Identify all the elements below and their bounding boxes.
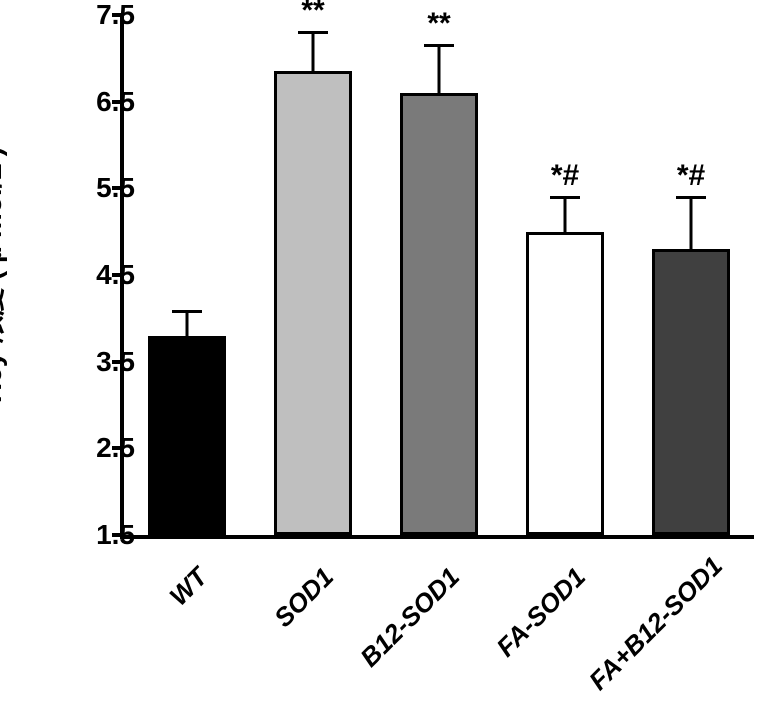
y-tick-label: 4.5 (75, 259, 135, 291)
error-bar (186, 311, 189, 335)
plot-area: *****#*# (120, 15, 754, 539)
significance-label: *# (677, 159, 705, 193)
significance-label: ** (427, 7, 450, 41)
error-bar (312, 32, 315, 71)
error-bar (438, 45, 441, 93)
error-cap (676, 196, 706, 199)
chart-container: Hcy 浓度 ( μ mol/L ) ** ** *# *# 1.5 2.5 3.5 4.5… (0, 0, 783, 712)
x-tick-label: WT (79, 562, 214, 697)
error-cap (298, 31, 328, 34)
y-tick-label: 2.5 (75, 432, 135, 464)
significance-label: ** (301, 0, 324, 28)
bar (148, 336, 226, 535)
error-cap (424, 44, 454, 47)
bar (526, 232, 604, 535)
x-tick-label: B12-SOD1 (331, 562, 466, 697)
significance-label: *# (551, 159, 579, 193)
error-bar (690, 197, 693, 249)
x-tick-label: SOD1 (205, 562, 340, 697)
error-bar (564, 197, 567, 232)
error-cap (172, 310, 202, 313)
y-tick-label: 1.5 (75, 519, 135, 551)
y-tick-label: 7.5 (75, 0, 135, 31)
error-cap (550, 196, 580, 199)
bar (652, 249, 730, 535)
y-axis-label: Hcy 浓度 ( μ mol/L ) (0, 147, 10, 403)
x-tick-label: FA+B12-SOD1 (583, 562, 718, 697)
x-tick-label: FA-SOD1 (457, 562, 592, 697)
bar (400, 93, 478, 535)
y-tick-label: 5.5 (75, 172, 135, 204)
y-tick-label: 6.5 (75, 86, 135, 118)
y-tick-label: 3.5 (75, 346, 135, 378)
bar (274, 71, 352, 535)
